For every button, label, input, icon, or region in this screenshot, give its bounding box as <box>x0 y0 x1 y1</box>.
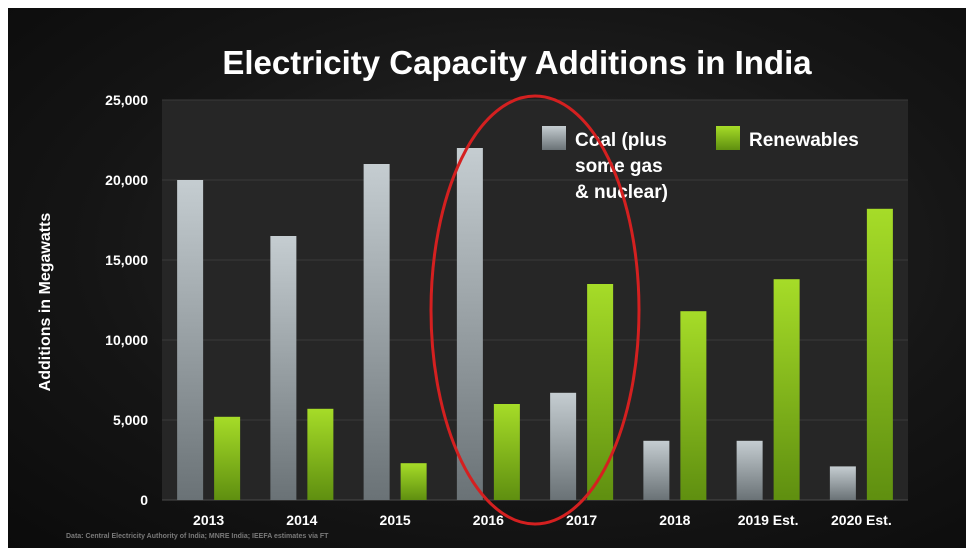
bars-group <box>177 148 893 501</box>
coal-bar-2019-est- <box>736 440 763 500</box>
x-tick-label: 2017 <box>566 512 597 528</box>
coal-bar-2013 <box>177 180 204 500</box>
y-tick-label: 10,000 <box>105 332 148 348</box>
x-tick-label: 2015 <box>380 512 411 528</box>
renewables-bar-2020-est- <box>866 208 893 501</box>
coal-bar-2018 <box>643 440 670 500</box>
coal-bar-2014 <box>270 236 297 500</box>
source-note: Data: Central Electricity Authority of I… <box>66 533 329 540</box>
coal-bar-2015 <box>363 164 390 500</box>
coal-bar-2017 <box>550 392 577 500</box>
y-ticks: 0 5,000 10,000 15,000 20,000 25,000 <box>105 92 148 508</box>
renewables-bar-2016 <box>493 404 520 500</box>
renewables-bar-2019-est- <box>773 279 800 500</box>
renewables-bar-2018 <box>680 311 707 500</box>
renewables-bar-2014 <box>307 408 334 500</box>
renewables-bar-2015 <box>400 463 427 500</box>
legend-label-coal: some gas <box>575 156 663 177</box>
legend-swatch-renewables <box>716 126 740 150</box>
x-tick-label: 2018 <box>659 512 690 528</box>
y-tick-label: 0 <box>140 492 148 508</box>
renewables-bar-2013 <box>214 416 241 500</box>
y-tick-label: 15,000 <box>105 252 148 268</box>
legend-swatch-coal <box>542 126 566 150</box>
x-tick-label: 2014 <box>286 512 317 528</box>
coal-bar-2020-est- <box>829 466 856 500</box>
x-tick-label: 2020 Est. <box>831 512 892 528</box>
x-ticks: 2013 2014 2015 2016 2017 2018 2019 Est. 2020 Es… <box>193 512 892 528</box>
highlight-ellipse <box>429 94 641 526</box>
x-tick-label: 2016 <box>473 512 504 528</box>
annotations <box>429 94 641 526</box>
y-tick-label: 25,000 <box>105 92 148 108</box>
legend-label-coal: Coal (plus <box>575 130 667 151</box>
coal-bar-2016 <box>456 148 483 500</box>
chart-title: Electricity Capacity Additions in India <box>222 44 812 81</box>
renewables-bar-2017 <box>587 284 614 500</box>
y-tick-label: 5,000 <box>113 412 148 428</box>
y-tick-label: 20,000 <box>105 172 148 188</box>
x-tick-label: 2019 Est. <box>738 512 799 528</box>
legend-label-renewables: Renewables <box>749 130 859 151</box>
x-tick-label: 2013 <box>193 512 224 528</box>
